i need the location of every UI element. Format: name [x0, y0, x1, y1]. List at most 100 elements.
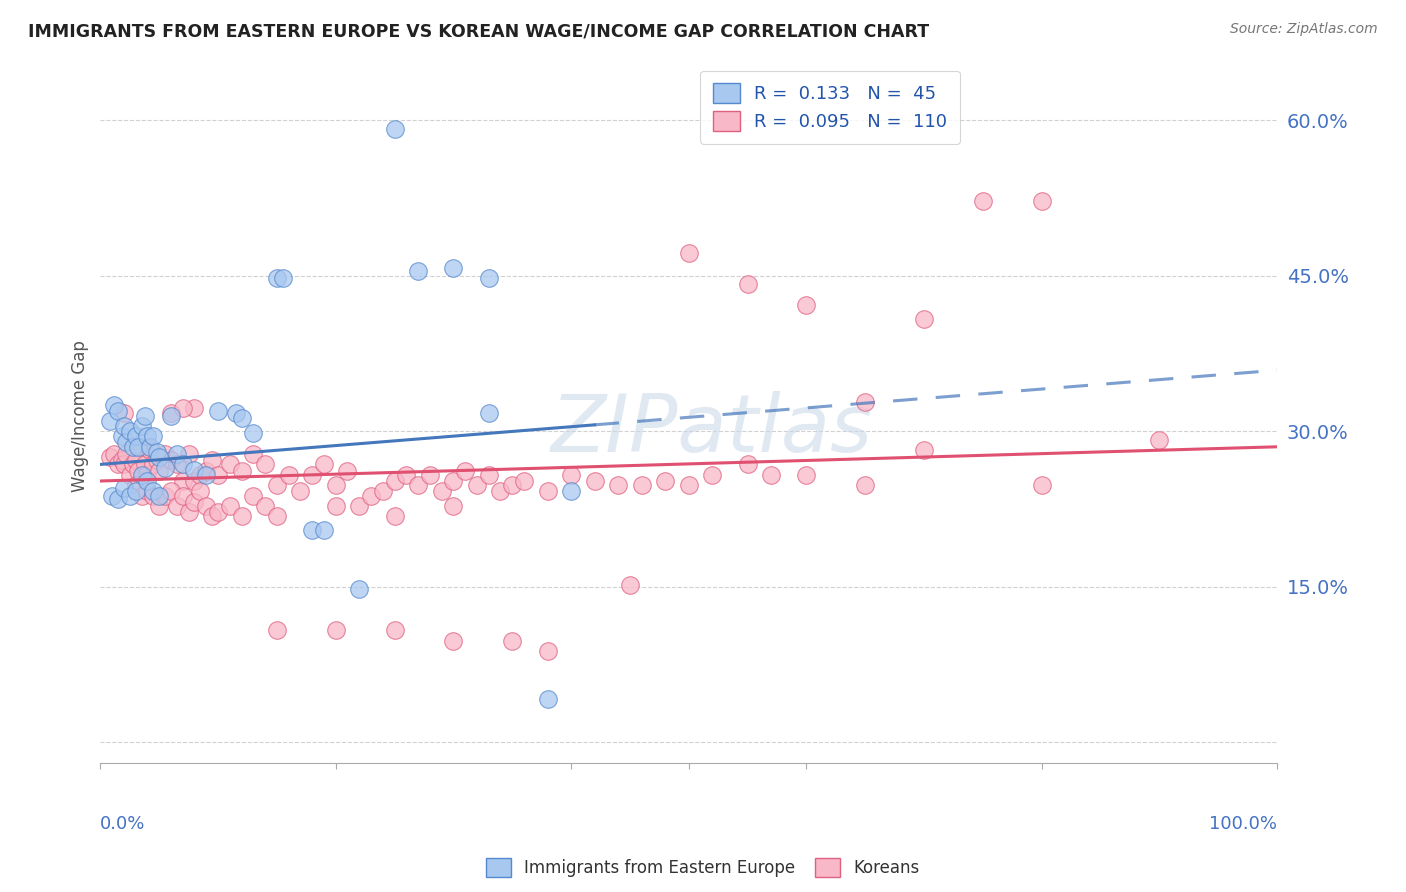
Point — [406, 478, 429, 492]
Point — [160, 409, 183, 423]
Point — [112, 419, 135, 434]
Point — [142, 488, 165, 502]
Point — [148, 499, 170, 513]
Point — [172, 458, 194, 472]
Point — [619, 577, 641, 591]
Point — [127, 440, 149, 454]
Point — [148, 450, 170, 465]
Point — [384, 121, 406, 136]
Point — [110, 453, 132, 467]
Text: IMMIGRANTS FROM EASTERN EUROPE VS KOREAN WAGE/INCOME GAP CORRELATION CHART: IMMIGRANTS FROM EASTERN EUROPE VS KOREAN… — [28, 22, 929, 40]
Point — [441, 260, 464, 275]
Point — [122, 458, 145, 472]
Point — [360, 488, 382, 502]
Point — [98, 450, 121, 465]
Point — [131, 467, 153, 482]
Point — [118, 488, 141, 502]
Point — [124, 478, 146, 492]
Point — [124, 484, 146, 499]
Point — [139, 440, 162, 454]
Point — [301, 467, 323, 482]
Point — [146, 453, 169, 467]
Point — [536, 691, 558, 706]
Point — [325, 624, 347, 638]
Point — [478, 271, 501, 285]
Point — [384, 509, 406, 524]
Point — [513, 474, 536, 488]
Point — [336, 464, 359, 478]
Point — [406, 263, 429, 277]
Point — [136, 429, 159, 443]
Point — [118, 467, 141, 482]
Point — [172, 474, 194, 488]
Point — [136, 467, 159, 482]
Point — [112, 458, 135, 472]
Point — [441, 499, 464, 513]
Point — [630, 478, 652, 492]
Point — [183, 494, 205, 508]
Point — [160, 406, 183, 420]
Point — [207, 403, 229, 417]
Point — [384, 474, 406, 488]
Point — [266, 624, 288, 638]
Point — [242, 447, 264, 461]
Point — [560, 467, 582, 482]
Point — [190, 484, 212, 499]
Point — [266, 271, 288, 285]
Point — [678, 246, 700, 260]
Point — [110, 429, 132, 443]
Point — [277, 467, 299, 482]
Point — [160, 453, 183, 467]
Point — [139, 442, 162, 457]
Point — [371, 484, 394, 499]
Point — [201, 453, 224, 467]
Point — [98, 414, 121, 428]
Point — [190, 467, 212, 482]
Point — [702, 467, 724, 482]
Point — [166, 447, 188, 461]
Point — [142, 458, 165, 472]
Point — [131, 440, 153, 454]
Point — [107, 491, 129, 506]
Point — [124, 429, 146, 443]
Point — [195, 499, 218, 513]
Point — [207, 467, 229, 482]
Point — [142, 484, 165, 499]
Point — [201, 509, 224, 524]
Point — [153, 460, 176, 475]
Point — [384, 624, 406, 638]
Point — [118, 424, 141, 438]
Point — [172, 401, 194, 416]
Point — [148, 488, 170, 502]
Point — [501, 633, 523, 648]
Point — [465, 478, 488, 492]
Point — [153, 447, 176, 461]
Point — [153, 488, 176, 502]
Point — [441, 633, 464, 648]
Text: 100.0%: 100.0% — [1209, 815, 1277, 833]
Point — [1149, 433, 1171, 447]
Point — [501, 478, 523, 492]
Point — [225, 406, 247, 420]
Point — [583, 474, 606, 488]
Text: ZIPatlas: ZIPatlas — [551, 391, 873, 468]
Text: Source: ZipAtlas.com: Source: ZipAtlas.com — [1230, 22, 1378, 37]
Point — [536, 484, 558, 499]
Legend: Immigrants from Eastern Europe, Koreans: Immigrants from Eastern Europe, Koreans — [479, 852, 927, 884]
Point — [912, 442, 935, 457]
Point — [536, 644, 558, 658]
Point — [759, 467, 782, 482]
Legend: R =  0.133   N =  45, R =  0.095   N =  110: R = 0.133 N = 45, R = 0.095 N = 110 — [700, 70, 960, 144]
Point — [112, 481, 135, 495]
Point — [115, 434, 138, 449]
Point — [172, 488, 194, 502]
Point — [254, 458, 277, 472]
Point — [142, 429, 165, 443]
Point — [737, 277, 759, 291]
Point — [107, 458, 129, 472]
Point — [678, 478, 700, 492]
Point — [166, 458, 188, 472]
Point — [101, 488, 124, 502]
Point — [560, 484, 582, 499]
Point — [183, 462, 205, 476]
